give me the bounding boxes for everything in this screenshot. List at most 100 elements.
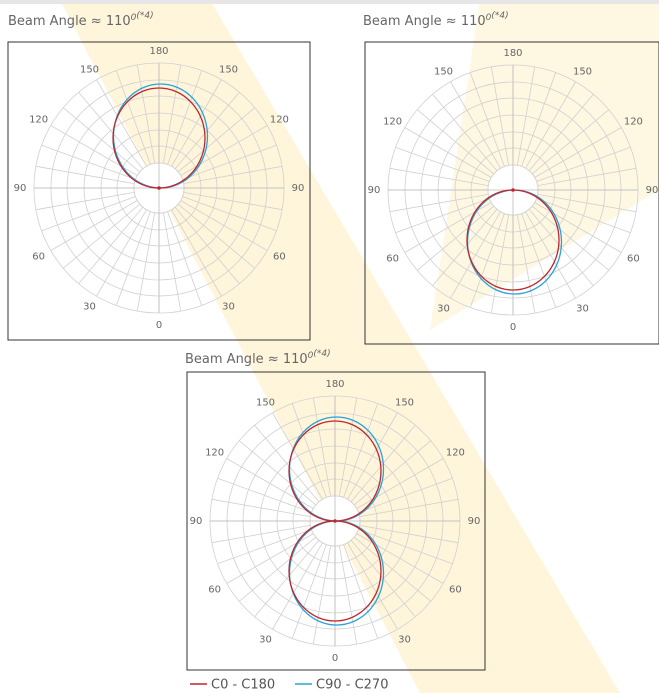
diagram-title: Beam Angle ≈ 1100(*4): [8, 11, 154, 29]
grid-spoke: [183, 165, 283, 185]
angle-label: 60: [32, 252, 45, 263]
angle-label: 90: [468, 516, 481, 527]
grid-spoke: [177, 107, 256, 173]
grid-spoke: [171, 79, 222, 167]
grid-spoke: [167, 70, 203, 165]
grid-spoke: [338, 397, 358, 497]
grid-spoke: [432, 208, 498, 287]
angle-label: 60: [208, 585, 221, 596]
grid-spoke: [490, 214, 510, 314]
grid-spoke: [272, 412, 323, 500]
grid-spoke: [531, 109, 610, 175]
angle-label: 60: [627, 254, 640, 265]
grid-spoke: [35, 165, 135, 185]
polar-diagram: Beam Angle ≈ 1100(*4) 180 150 150 120 120 90 90…: [185, 349, 486, 671]
grid-spoke: [389, 167, 489, 187]
angle-label: 60: [273, 252, 286, 263]
polar-diagram: Beam Angle ≈ 1100(*4) 180 150 150 120 120 90 90…: [363, 11, 659, 345]
grid-spoke: [180, 200, 268, 251]
angle-label: 180: [325, 379, 344, 390]
grid-spoke: [469, 213, 505, 308]
grid-spoke: [521, 72, 557, 167]
grid-spoke: [416, 109, 495, 175]
diagram-frame: [7, 41, 311, 341]
grid-spoke: [525, 211, 576, 299]
grid-spoke: [62, 203, 141, 269]
grid-spoke: [356, 458, 444, 509]
grid-spoke: [180, 125, 268, 176]
grid-spoke: [96, 209, 147, 297]
grid-spoke: [78, 91, 144, 170]
grid-spoke: [211, 524, 311, 544]
angle-label: 120: [446, 448, 465, 459]
angle-label: 150: [80, 64, 99, 75]
angle-label: 30: [83, 302, 96, 313]
grid-spoke: [521, 213, 557, 308]
grid-spoke: [217, 529, 312, 565]
angle-label: 120: [383, 117, 402, 128]
grid-spoke: [96, 79, 147, 167]
grid-spoke: [343, 544, 379, 639]
grid-spoke: [353, 536, 432, 602]
grid-spoke: [177, 203, 256, 269]
angle-label: 0: [510, 322, 516, 333]
grid-spoke: [469, 72, 505, 167]
angle-label: 150: [256, 397, 275, 408]
grid-spoke: [347, 542, 398, 630]
angle-label: 30: [259, 635, 272, 646]
angle-label: 150: [434, 66, 453, 77]
grid-spoke: [291, 544, 327, 639]
grid-spoke: [171, 209, 222, 297]
grid-spoke: [312, 397, 332, 497]
angle-label: 120: [29, 115, 48, 126]
angle-label: 60: [449, 585, 462, 596]
grid-spoke: [358, 477, 453, 513]
grid-spoke: [536, 146, 631, 182]
legend-label: C90 - C270: [316, 678, 388, 693]
grid-spoke: [182, 144, 277, 180]
legend: C0 - C180 C90 - C270: [190, 678, 388, 693]
grid-spoke: [291, 403, 327, 498]
grid-spoke: [490, 66, 510, 166]
grid-spoke: [167, 211, 203, 306]
angle-label: 150: [395, 397, 414, 408]
grid-spoke: [312, 545, 332, 645]
grid-spoke: [254, 424, 320, 503]
grid-spoke: [182, 196, 277, 232]
grid-spoke: [254, 539, 320, 618]
grid-spoke: [416, 205, 495, 271]
angle-label: 180: [503, 48, 522, 59]
grid-spoke: [238, 440, 317, 506]
angle-label: 30: [222, 302, 235, 313]
angle-label: 90: [190, 516, 203, 527]
grid-spoke: [41, 144, 136, 180]
grid-spoke: [217, 477, 312, 513]
grid-spoke: [531, 205, 610, 271]
angle-label: 30: [398, 635, 411, 646]
grid-spoke: [353, 440, 432, 506]
angle-label: 30: [576, 304, 589, 315]
diagram-frame: [364, 41, 659, 345]
grid-spoke: [183, 191, 283, 211]
grid-spoke: [41, 196, 136, 232]
grid-spoke: [238, 536, 317, 602]
angle-label: 90: [646, 185, 659, 196]
grid-spoke: [136, 212, 156, 312]
grid-spoke: [347, 412, 398, 500]
grid-spoke: [115, 211, 151, 306]
grid-spoke: [395, 146, 490, 182]
grid-spoke: [516, 214, 536, 314]
grid-spoke: [528, 93, 594, 172]
angle-label: 90: [368, 185, 381, 196]
grid-spoke: [395, 198, 490, 234]
angle-label: 30: [437, 304, 450, 315]
angle-label: 60: [386, 254, 399, 265]
grid-spoke: [338, 545, 358, 645]
diagram-frame: [186, 371, 486, 671]
grid-spoke: [78, 206, 144, 285]
polar-diagram: Beam Angle ≈ 1100(*4) 180 150 150 120 120 90 90…: [7, 11, 311, 341]
angle-label: 120: [205, 448, 224, 459]
angle-label: 180: [149, 46, 168, 57]
top-bar: [0, 0, 659, 4]
